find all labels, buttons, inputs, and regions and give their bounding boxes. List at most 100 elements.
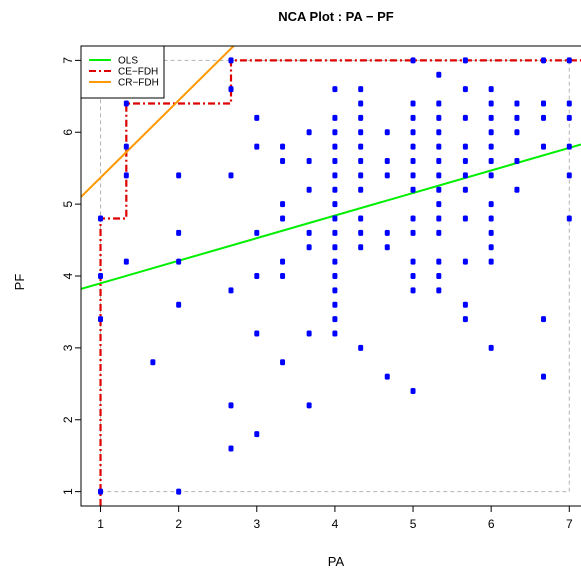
data-point — [541, 373, 546, 380]
data-point — [358, 100, 364, 107]
data-point — [462, 114, 468, 121]
data-point — [358, 86, 364, 93]
data-point — [541, 114, 546, 121]
data-point — [436, 215, 442, 222]
data-point — [488, 215, 494, 222]
data-point — [436, 186, 442, 193]
data-point — [410, 129, 416, 136]
data-point — [358, 186, 364, 193]
y-tick-label: 4 — [61, 272, 75, 279]
data-point — [436, 143, 442, 150]
data-point — [541, 143, 546, 150]
data-point — [541, 100, 546, 107]
data-point — [254, 330, 260, 337]
scatter-points — [98, 57, 572, 495]
data-point — [332, 201, 338, 208]
data-point — [228, 445, 234, 452]
data-point — [384, 373, 390, 380]
data-point — [280, 201, 286, 208]
data-point — [280, 258, 286, 265]
data-point — [254, 114, 260, 121]
y-tick-label: 3 — [61, 344, 75, 351]
data-point — [332, 316, 338, 323]
data-point — [462, 57, 468, 64]
data-point — [228, 287, 234, 294]
plot-frame — [80, 45, 581, 507]
data-point — [436, 287, 442, 294]
series-line-cr-fdh — [81, 46, 236, 198]
data-point — [176, 229, 182, 236]
data-point — [488, 229, 494, 236]
data-point — [410, 258, 416, 265]
y-axis-label: PF — [12, 274, 27, 291]
data-point — [280, 359, 286, 366]
data-point — [176, 488, 182, 495]
axes: 1 2 3 4 5 6 7 1 2 3 4 5 6 7 — [61, 45, 581, 531]
data-point — [514, 129, 520, 136]
data-point — [332, 330, 338, 337]
data-point — [410, 172, 416, 179]
x-tick-label: 7 — [566, 517, 573, 531]
data-point — [123, 172, 129, 179]
data-point — [566, 143, 572, 150]
data-point — [332, 86, 338, 93]
data-point — [332, 301, 338, 308]
data-point — [410, 158, 416, 164]
data-point — [306, 229, 312, 236]
series-line-ols — [81, 143, 581, 290]
data-point — [436, 158, 442, 164]
data-point — [462, 172, 468, 179]
data-point — [150, 359, 156, 366]
data-point — [332, 143, 338, 150]
y-tick-label: 6 — [61, 129, 75, 136]
x-tick-label: 2 — [175, 517, 182, 531]
data-point — [332, 258, 338, 265]
data-point — [410, 388, 416, 394]
data-point — [332, 287, 338, 294]
legend-label: CE−FDH — [118, 67, 158, 78]
data-point — [436, 100, 442, 107]
data-point — [566, 100, 572, 107]
data-point — [488, 143, 494, 150]
data-point — [541, 57, 546, 64]
data-point — [436, 273, 442, 279]
data-point — [332, 172, 338, 179]
x-tick-label: 5 — [410, 517, 417, 531]
chart-title: NCA Plot : PA − PF — [278, 9, 393, 24]
data-point — [566, 57, 572, 64]
data-point — [306, 186, 312, 193]
data-point — [462, 316, 468, 323]
data-point — [462, 186, 468, 193]
data-point — [566, 172, 572, 179]
data-point — [462, 143, 468, 150]
data-point — [98, 273, 104, 279]
data-point — [358, 129, 364, 136]
data-point — [358, 114, 364, 121]
data-point — [514, 158, 520, 164]
x-axis-label: PA — [328, 554, 345, 569]
data-point — [410, 143, 416, 150]
data-point — [332, 158, 338, 164]
data-point — [332, 114, 338, 121]
data-point — [462, 301, 468, 308]
data-point — [176, 301, 182, 308]
data-point — [410, 215, 416, 222]
data-point — [254, 229, 260, 236]
data-point — [488, 158, 494, 164]
data-point — [488, 129, 494, 136]
x-tick-label: 4 — [332, 517, 339, 531]
data-point — [98, 488, 104, 495]
x-tick-label: 6 — [488, 517, 495, 531]
data-point — [228, 172, 234, 179]
data-point — [488, 244, 494, 251]
data-point — [514, 186, 520, 193]
data-point — [410, 287, 416, 294]
data-point — [228, 86, 234, 93]
data-point — [123, 143, 129, 150]
data-point — [410, 57, 416, 64]
data-point — [123, 258, 129, 265]
data-point — [488, 344, 494, 351]
data-point — [488, 86, 494, 93]
data-point — [280, 143, 286, 150]
data-point — [332, 129, 338, 136]
